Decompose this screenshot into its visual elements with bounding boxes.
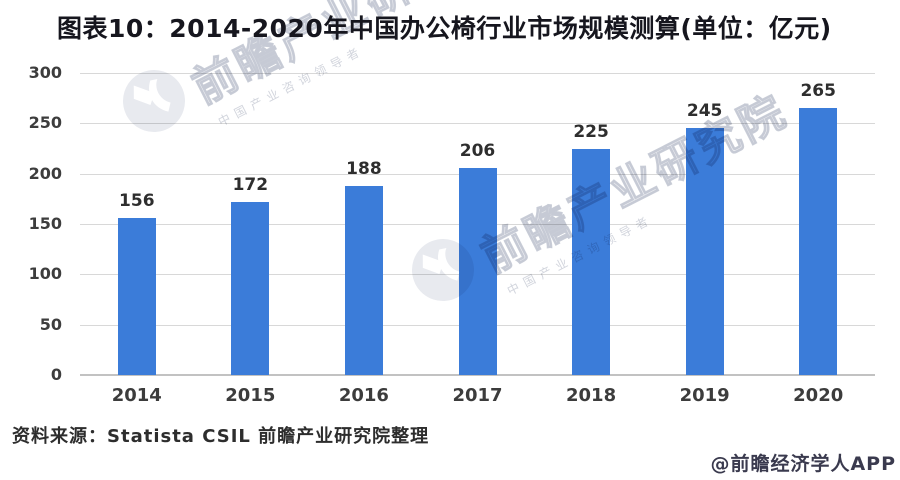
- bar-2019: [685, 128, 724, 375]
- bar-value-label: 156: [119, 190, 155, 211]
- y-axis-tick-label: 250: [28, 113, 62, 133]
- x-axis-tick-label: 2014: [111, 385, 162, 406]
- chart-title: 图表10：2014-2020年中国办公椅行业市场规模测算(单位：亿元): [57, 14, 832, 43]
- y-axis-tick-label: 0: [50, 365, 62, 384]
- bar-value-label: 172: [232, 174, 269, 195]
- y-axis-tick-label: 200: [28, 163, 62, 183]
- y-axis: 0 50 100 150 200 250 300: [10, 63, 62, 384]
- bar-2020: [799, 108, 838, 375]
- x-axis-tick-label: 2018: [566, 385, 617, 406]
- bar-2015: [231, 201, 270, 375]
- bar-2018: [572, 148, 611, 375]
- y-axis-tick-label: 50: [39, 314, 62, 334]
- bar-2016: [344, 185, 383, 375]
- y-axis-tick-label: 300: [28, 63, 62, 82]
- bar-value-label: 206: [459, 140, 496, 161]
- credit-watermark: @前瞻经济学人APP: [710, 453, 896, 475]
- bar-value-label: 265: [800, 81, 836, 102]
- bar-value-label: 225: [573, 121, 609, 142]
- x-axis-tick-label: 2017: [452, 385, 503, 406]
- y-axis-tick-label: 100: [28, 264, 62, 284]
- x-axis-tick-label: 2015: [225, 385, 276, 406]
- bar-value-label: 245: [686, 101, 723, 122]
- y-axis-tick-label: 150: [28, 214, 62, 233]
- x-axis: 2014 2015 2016 2017 2018 2019 2020: [80, 385, 875, 409]
- source-note: 资料来源：Statista CSIL 前瞻产业研究院整理: [12, 426, 430, 447]
- x-axis-tick-label: 2020: [793, 385, 844, 406]
- x-axis-tick-label: 2019: [679, 385, 730, 406]
- x-axis-tick-label: 2016: [338, 385, 389, 406]
- gridline: [80, 374, 875, 376]
- plot-area: 156 172 188 206 225 245 265: [80, 73, 875, 376]
- bar-value-label: 188: [346, 158, 382, 179]
- gridline: [80, 73, 875, 74]
- bar-2014: [117, 217, 156, 375]
- gridline: [80, 123, 875, 125]
- bar-2017: [458, 167, 497, 375]
